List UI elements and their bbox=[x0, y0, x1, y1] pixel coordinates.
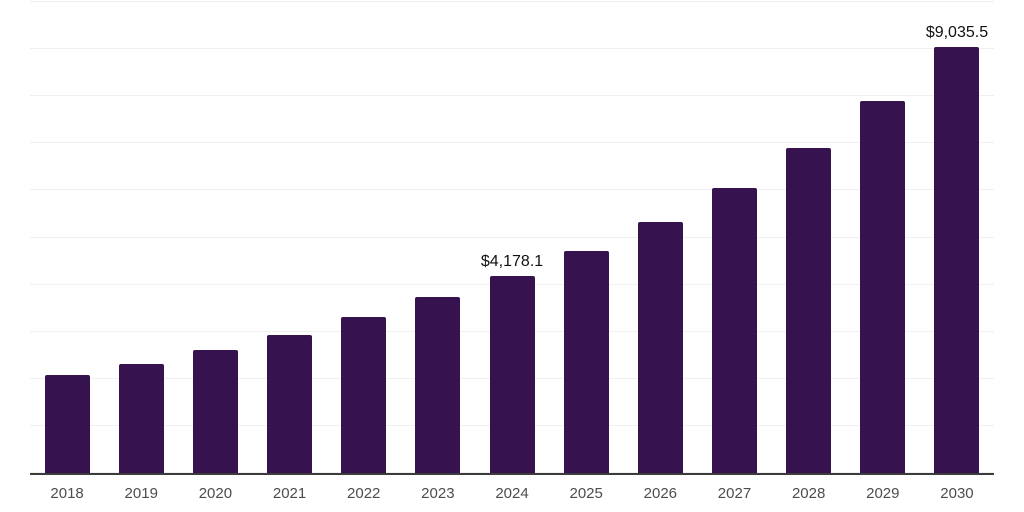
bar-cell bbox=[104, 2, 178, 473]
bar-cell bbox=[401, 2, 475, 473]
bar-2022 bbox=[341, 317, 387, 473]
bar-value-label-2024: $4,178.1 bbox=[480, 253, 544, 271]
bars-row: $4,178.1 $9,035.5 bbox=[30, 2, 994, 473]
bar-2029 bbox=[860, 100, 906, 473]
bar-2025 bbox=[563, 251, 609, 473]
x-tick-label-2028: 2028 bbox=[791, 485, 826, 502]
bar-cell bbox=[327, 2, 401, 473]
gridline bbox=[30, 142, 994, 144]
plot-area: $4,178.1 $9,035.5 bbox=[30, 1, 994, 475]
bar-2019 bbox=[118, 364, 164, 473]
x-tick-label-2027: 2027 bbox=[717, 485, 752, 502]
bar-2030: $9,035.5 bbox=[926, 24, 988, 473]
bar-cell: $4,178.1 bbox=[475, 2, 549, 473]
bar-value-label-2030: $9,035.5 bbox=[925, 24, 989, 42]
gridline bbox=[30, 236, 994, 238]
x-tick-label-2023: 2023 bbox=[421, 485, 455, 502]
x-tick-label-2018: 2018 bbox=[50, 485, 84, 502]
bar-2020 bbox=[192, 350, 238, 473]
bar-cell bbox=[30, 2, 104, 473]
bar-cell bbox=[697, 2, 771, 473]
bar-2024: $4,178.1 bbox=[481, 253, 543, 473]
x-axis-line bbox=[30, 473, 994, 475]
gridline bbox=[30, 189, 994, 191]
bar-cell bbox=[846, 2, 920, 473]
bar-2026 bbox=[637, 221, 683, 473]
bar-2028 bbox=[786, 148, 832, 473]
gridline bbox=[30, 95, 994, 97]
bar-cell bbox=[178, 2, 252, 473]
bar-cell bbox=[549, 2, 623, 473]
x-tick-label-2024: 2024 bbox=[495, 485, 529, 502]
x-tick-label-2019: 2019 bbox=[124, 485, 158, 502]
bar-cell bbox=[623, 2, 697, 473]
bar-cell bbox=[772, 2, 846, 473]
bar-2027 bbox=[711, 188, 757, 473]
gridline bbox=[30, 48, 994, 50]
bar-2023 bbox=[415, 297, 461, 473]
bar-cell: $9,035.5 bbox=[920, 2, 994, 473]
bar-2021 bbox=[267, 335, 313, 473]
x-axis-labels: 2018 2019 2020 2021 2022 2023 2024 2025 2026 2027… bbox=[30, 475, 994, 512]
x-tick-label-2026: 2026 bbox=[643, 485, 678, 502]
x-tick-label-2030: 2030 bbox=[940, 485, 974, 502]
x-tick-label-2025: 2025 bbox=[569, 485, 603, 502]
bar-cell bbox=[252, 2, 326, 473]
x-tick-label-2020: 2020 bbox=[198, 485, 233, 502]
x-tick-label-2029: 2029 bbox=[866, 485, 900, 502]
x-tick-label-2022: 2022 bbox=[347, 485, 381, 502]
x-tick-label-2021: 2021 bbox=[272, 485, 307, 502]
bar-2018 bbox=[44, 375, 90, 473]
gridline bbox=[30, 1, 994, 2]
